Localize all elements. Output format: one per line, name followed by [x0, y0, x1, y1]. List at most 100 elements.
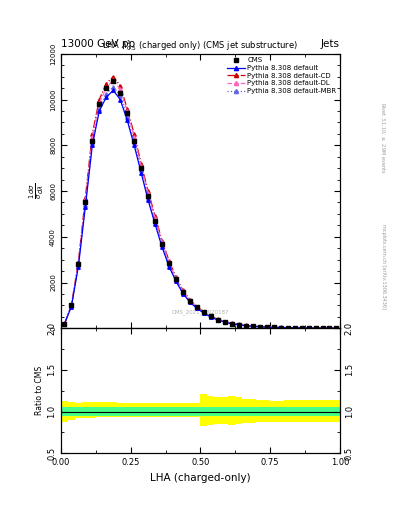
Pythia 8.308 default: [257, 324, 262, 330]
Pythia 8.308 default-DL: [250, 323, 255, 329]
CMS: [257, 324, 262, 330]
Pythia 8.308 default-CD: [118, 83, 123, 89]
CMS: [230, 321, 234, 327]
CMS: [90, 138, 95, 144]
Line: CMS: CMS: [62, 79, 338, 330]
Pythia 8.308 default-CD: [237, 322, 241, 328]
CMS: [285, 325, 290, 331]
Pythia 8.308 default: [167, 264, 171, 270]
Pythia 8.308 default-CD: [313, 325, 318, 331]
CMS: [174, 276, 178, 282]
Pythia 8.308 default-MBR: [139, 167, 143, 174]
Pythia 8.308 default: [76, 264, 81, 270]
Pythia 8.308 default: [139, 169, 143, 176]
Pythia 8.308 default-MBR: [299, 325, 304, 331]
Pythia 8.308 default: [97, 108, 102, 114]
Pythia 8.308 default-DL: [237, 322, 241, 328]
Pythia 8.308 default-MBR: [237, 322, 241, 328]
Pythia 8.308 default: [195, 305, 199, 311]
Pythia 8.308 default-DL: [306, 325, 311, 331]
CMS: [97, 101, 102, 107]
Pythia 8.308 default: [320, 325, 325, 331]
CMS: [306, 325, 311, 331]
Pythia 8.308 default: [174, 279, 178, 285]
Pythia 8.308 default: [62, 321, 67, 327]
Pythia 8.308 default-DL: [327, 325, 332, 331]
Pythia 8.308 default-DL: [146, 190, 151, 197]
CMS: [271, 324, 276, 330]
Pythia 8.308 default-DL: [313, 325, 318, 331]
CMS: [76, 261, 81, 267]
Pythia 8.308 default: [209, 314, 213, 320]
Pythia 8.308 default-CD: [69, 302, 74, 308]
Pythia 8.308 default: [146, 197, 151, 203]
Pythia 8.308 default-MBR: [69, 303, 74, 309]
Pythia 8.308 default-CD: [209, 313, 213, 319]
Pythia 8.308 default-DL: [139, 163, 143, 169]
Pythia 8.308 default-DL: [187, 297, 192, 304]
Pythia 8.308 default-DL: [292, 325, 297, 331]
Pythia 8.308 default-DL: [69, 303, 74, 309]
Pythia 8.308 default-MBR: [285, 325, 290, 331]
Pythia 8.308 default: [313, 325, 318, 331]
Pythia 8.308 default-MBR: [153, 219, 158, 225]
Legend: CMS, Pythia 8.308 default, Pythia 8.308 default-CD, Pythia 8.308 default-DL, Pyt: CMS, Pythia 8.308 default, Pythia 8.308 …: [227, 57, 336, 94]
Pythia 8.308 default-CD: [132, 131, 136, 137]
Pythia 8.308 default-MBR: [313, 325, 318, 331]
CMS: [104, 85, 108, 91]
Pythia 8.308 default: [327, 325, 332, 331]
Pythia 8.308 default-MBR: [146, 195, 151, 201]
Pythia 8.308 default-MBR: [264, 324, 269, 330]
Pythia 8.308 default-MBR: [271, 324, 276, 330]
Pythia 8.308 default-CD: [320, 325, 325, 331]
Pythia 8.308 default-CD: [292, 325, 297, 331]
Pythia 8.308 default-CD: [104, 80, 108, 87]
Pythia 8.308 default-CD: [278, 325, 283, 331]
Line: Pythia 8.308 default-CD: Pythia 8.308 default-CD: [62, 75, 338, 330]
CMS: [215, 316, 220, 323]
Pythia 8.308 default-MBR: [202, 310, 206, 316]
Pythia 8.308 default: [237, 322, 241, 328]
Pythia 8.308 default-MBR: [174, 277, 178, 283]
Pythia 8.308 default-MBR: [257, 324, 262, 330]
Pythia 8.308 default: [202, 310, 206, 316]
Pythia 8.308 default-MBR: [181, 289, 185, 295]
Pythia 8.308 default-MBR: [230, 321, 234, 327]
Pythia 8.308 default: [292, 325, 297, 331]
Pythia 8.308 default: [306, 325, 311, 331]
Pythia 8.308 default-DL: [320, 325, 325, 331]
Pythia 8.308 default-DL: [202, 309, 206, 315]
Pythia 8.308 default-DL: [160, 239, 164, 245]
Pythia 8.308 default-CD: [174, 274, 178, 281]
Text: CMS_2021_I1920187: CMS_2021_I1920187: [172, 309, 229, 314]
Text: mcplots.cern.ch [arXiv:1306.3436]: mcplots.cern.ch [arXiv:1306.3436]: [381, 224, 386, 309]
Pythia 8.308 default: [250, 323, 255, 329]
Line: Pythia 8.308 default-MBR: Pythia 8.308 default-MBR: [62, 85, 338, 330]
Pythia 8.308 default-MBR: [320, 325, 325, 331]
Text: Jets: Jets: [321, 38, 340, 49]
Pythia 8.308 default-DL: [132, 134, 136, 140]
Pythia 8.308 default: [271, 324, 276, 330]
Pythia 8.308 default-CD: [90, 131, 95, 137]
Pythia 8.308 default-MBR: [292, 325, 297, 331]
Pythia 8.308 default-DL: [153, 216, 158, 222]
CMS: [125, 110, 130, 116]
Pythia 8.308 default-DL: [285, 325, 290, 331]
Pythia 8.308 default-CD: [195, 304, 199, 310]
Pythia 8.308 default-DL: [181, 288, 185, 294]
CMS: [264, 324, 269, 330]
Y-axis label: Ratio to CMS: Ratio to CMS: [35, 366, 44, 415]
Pythia 8.308 default-DL: [167, 260, 171, 266]
Pythia 8.308 default-CD: [153, 213, 158, 219]
Line: Pythia 8.308 default: Pythia 8.308 default: [62, 89, 338, 330]
Pythia 8.308 default-DL: [299, 325, 304, 331]
Pythia 8.308 default-DL: [118, 86, 123, 92]
CMS: [167, 260, 171, 266]
Pythia 8.308 default-DL: [334, 325, 339, 331]
Pythia 8.308 default-CD: [202, 309, 206, 315]
Text: 13000 GeV pp: 13000 GeV pp: [61, 38, 135, 49]
Pythia 8.308 default: [104, 94, 108, 100]
Pythia 8.308 default-DL: [230, 321, 234, 327]
Pythia 8.308 default-CD: [146, 188, 151, 194]
Pythia 8.308 default-CD: [62, 321, 67, 327]
